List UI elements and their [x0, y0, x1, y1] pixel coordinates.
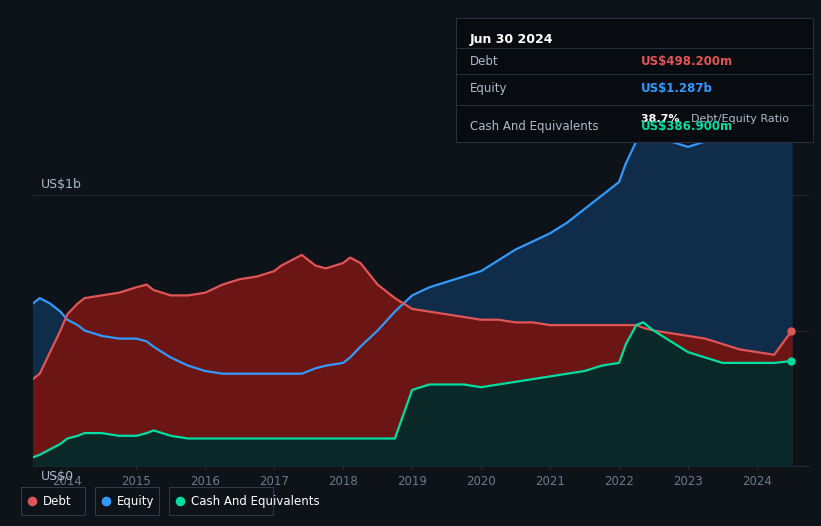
Text: Debt: Debt: [470, 55, 498, 67]
Text: Cash And Equivalents: Cash And Equivalents: [470, 120, 599, 133]
Text: 38.7%: 38.7%: [641, 114, 684, 124]
Text: US$1.287b: US$1.287b: [641, 83, 713, 95]
Point: [173, 497, 186, 505]
Text: Cash And Equivalents: Cash And Equivalents: [190, 494, 319, 508]
Text: Jun 30 2024: Jun 30 2024: [470, 33, 553, 46]
Text: US$1b: US$1b: [40, 178, 81, 191]
Text: US$0: US$0: [40, 470, 74, 482]
Point: [785, 357, 798, 365]
Text: Debt: Debt: [43, 494, 71, 508]
Text: US$386.900m: US$386.900m: [641, 120, 733, 133]
Point: [99, 497, 112, 505]
Point: [785, 114, 798, 122]
FancyBboxPatch shape: [169, 487, 273, 515]
FancyBboxPatch shape: [95, 487, 159, 515]
Text: US$498.200m: US$498.200m: [641, 55, 733, 67]
FancyBboxPatch shape: [21, 487, 85, 515]
Text: Equity: Equity: [117, 494, 154, 508]
Point: [785, 327, 798, 335]
Text: Debt/Equity Ratio: Debt/Equity Ratio: [691, 114, 789, 124]
Text: Equity: Equity: [470, 83, 507, 95]
Point: [25, 497, 39, 505]
